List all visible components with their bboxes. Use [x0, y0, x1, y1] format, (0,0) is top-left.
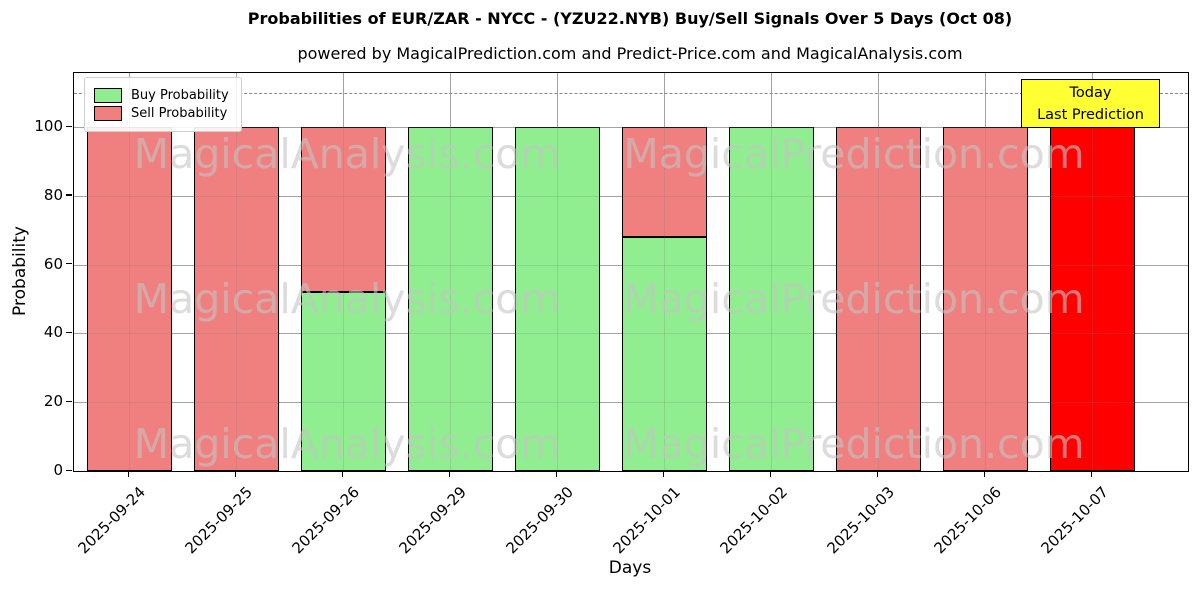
v-gridline-overlay — [1092, 73, 1093, 471]
v-gridline-overlay — [129, 73, 130, 471]
bar-segment-sell — [942, 127, 1028, 471]
bar-segment-buy — [728, 127, 814, 471]
sell-color-swatch — [94, 106, 122, 121]
v-gridline-overlay — [450, 73, 451, 471]
legend-label-buy: Buy Probability — [131, 88, 229, 103]
h-gridline-overlay — [74, 195, 1188, 197]
v-gridline-overlay — [236, 73, 237, 471]
y-tick-mark — [66, 469, 72, 471]
x-tick-mark — [234, 471, 236, 477]
x-tick-label: 2025-10-02 — [716, 483, 791, 558]
v-gridline-overlay — [664, 73, 665, 471]
v-gridline-overlay — [878, 73, 879, 471]
annotation-line1: Today — [1069, 84, 1112, 101]
chart-title: Probabilities of EUR/ZAR - NYCC - (YZU22… — [247, 9, 1013, 28]
y-tick-label: 80 — [43, 185, 63, 204]
legend: Buy Probability Sell Probability — [84, 77, 242, 132]
watermark-text: MagicalAnalysis.com — [133, 275, 561, 323]
x-tick-mark — [1090, 471, 1092, 477]
x-tick-mark — [448, 471, 450, 477]
x-tick-mark — [341, 471, 343, 477]
x-tick-label: 2025-09-29 — [395, 483, 470, 558]
watermark-text: MagicalAnalysis.com — [133, 130, 561, 178]
buy-color-swatch — [94, 88, 122, 103]
x-tick-label: 2025-09-26 — [288, 483, 363, 558]
h-gridline-overlay — [74, 127, 1188, 128]
y-tick-mark — [66, 125, 72, 127]
x-tick-mark — [769, 471, 771, 477]
y-tick-label: 40 — [43, 323, 63, 342]
v-gridline-overlay — [557, 73, 558, 471]
legend-item-buy: Buy Probability — [94, 88, 229, 103]
x-tick-mark — [983, 471, 985, 477]
bar-segment-sell — [621, 127, 707, 238]
legend-item-sell: Sell Probability — [94, 106, 229, 121]
v-gridline-overlay — [343, 73, 344, 471]
bar-segment-sell — [300, 127, 386, 293]
v-gridline-overlay — [771, 73, 772, 471]
x-tick-label: 2025-10-07 — [1037, 483, 1112, 558]
watermark-text: MagicalPrediction.com — [623, 420, 1085, 468]
x-tick-label: 2025-09-25 — [181, 483, 256, 558]
today-annotation: Today Last Prediction — [1021, 79, 1160, 128]
chart-subtitle: powered by MagicalPrediction.com and Pre… — [297, 44, 963, 63]
watermark-text: MagicalPrediction.com — [623, 130, 1085, 178]
x-tick-label: 2025-09-30 — [502, 483, 577, 558]
x-tick-label: 2025-10-03 — [823, 483, 898, 558]
y-tick-mark — [66, 263, 72, 265]
x-axis-label: Days — [608, 558, 652, 578]
bar-segment-buy — [621, 237, 707, 471]
threshold-dashed-line — [74, 92, 1188, 94]
y-tick-label: 100 — [34, 117, 63, 135]
bar-segment-sell — [86, 127, 172, 471]
annotation-line2: Last Prediction — [1037, 106, 1144, 123]
y-tick-label: 60 — [43, 254, 63, 273]
legend-label-sell: Sell Probability — [131, 106, 228, 121]
watermark-text: MagicalAnalysis.com — [133, 420, 561, 468]
y-tick-mark — [66, 194, 72, 196]
y-tick-mark — [66, 400, 72, 402]
x-tick-mark — [127, 471, 129, 477]
h-gridline-overlay — [74, 333, 1188, 335]
bar-segment-buy — [407, 127, 493, 471]
plot-area: Buy Probability Sell Probability Today L… — [73, 72, 1189, 472]
bar-segment-buy — [514, 127, 600, 471]
y-tick-mark — [66, 331, 72, 334]
bar-segment-buy — [300, 292, 386, 471]
x-tick-label: 2025-09-24 — [74, 483, 149, 558]
x-tick-mark — [555, 471, 557, 477]
y-tick-label: 20 — [43, 392, 63, 411]
watermark-text: MagicalPrediction.com — [623, 275, 1085, 323]
x-tick-label: 2025-10-01 — [609, 483, 684, 558]
x-tick-mark — [662, 471, 664, 477]
h-gridline-overlay — [74, 264, 1188, 266]
h-gridline-overlay — [74, 402, 1188, 404]
y-tick-label: 0 — [53, 461, 63, 479]
v-gridline-overlay — [985, 73, 986, 471]
bar-segment-sell — [835, 127, 921, 471]
x-tick-mark — [876, 471, 878, 477]
x-tick-label: 2025-10-06 — [930, 483, 1005, 558]
bar-segment-sell — [1049, 127, 1135, 471]
